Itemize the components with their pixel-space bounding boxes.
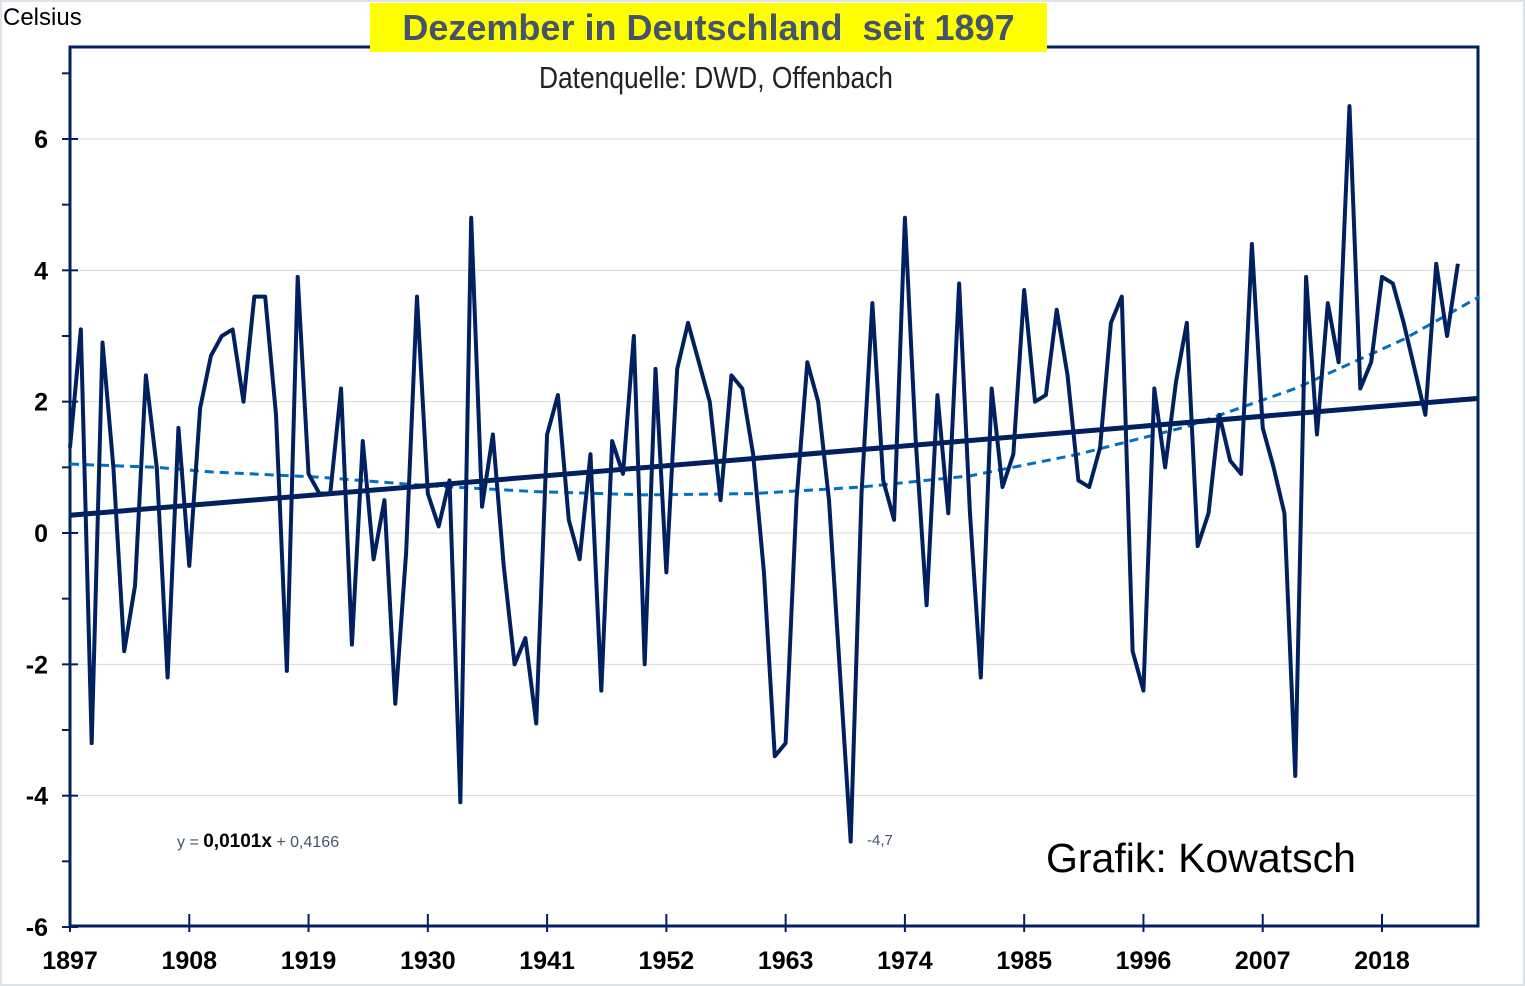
tick-labels: -6 -4 -2 0 2 4 6 1897 1908 1919 1930 1941 1952 1963 19… <box>26 126 1410 975</box>
y-tick-label: -2 <box>26 651 48 679</box>
x-tick-label: 1897 <box>42 947 98 975</box>
x-tick-label: 2018 <box>1354 947 1410 975</box>
y-tick-label: 0 <box>34 520 48 548</box>
trend-equation: y = 0,0101x + 0,4166 <box>177 831 339 853</box>
chart-title: Dezember in Deutschland seit 1897 <box>370 3 1047 52</box>
x-tick-label: 1996 <box>1116 947 1172 975</box>
x-tick-label: 1919 <box>281 947 337 975</box>
x-tick-label: 1941 <box>519 947 575 975</box>
credit-label: Grafik: Kowatsch <box>1046 835 1356 881</box>
x-tick-label: 1952 <box>639 947 695 975</box>
temperature-series-line <box>68 104 1460 844</box>
equation-prefix: y = <box>177 834 204 851</box>
x-tick-label: 2007 <box>1235 947 1291 975</box>
linear-trend-line <box>69 395 1479 518</box>
y-tick-label: 4 <box>34 257 48 285</box>
y-tick-label: 6 <box>34 126 48 154</box>
chart-subtitle: Datenquelle: DWD, Offenbach <box>539 60 893 95</box>
y-tick-label: -6 <box>26 914 48 942</box>
axes <box>62 45 1480 932</box>
x-tick-label: 1985 <box>996 947 1052 975</box>
equation-intercept: + 0,4166 <box>271 834 340 851</box>
polynomial-trend-line <box>69 295 1481 497</box>
equation-slope: 0,0101x <box>203 831 272 852</box>
y-tick-label: -4 <box>26 783 48 811</box>
x-tick-label: 1908 <box>161 947 217 975</box>
x-tick-label: 1930 <box>400 947 456 975</box>
gridlines <box>70 138 1478 797</box>
minimum-label: -4,7 <box>867 832 893 849</box>
y-axis-label: Celsius <box>3 4 82 31</box>
plot-frame <box>68 45 1480 928</box>
x-tick-label: 1963 <box>758 947 814 975</box>
y-tick-label: 2 <box>34 389 48 417</box>
x-tick-label: 1974 <box>877 947 933 975</box>
